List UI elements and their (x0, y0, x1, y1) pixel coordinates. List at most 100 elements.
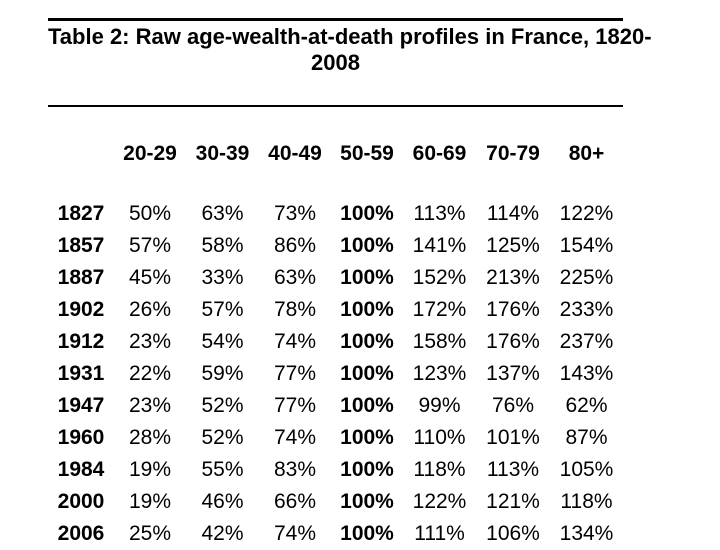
top-rule (48, 18, 623, 21)
value-cell: 152% (412, 266, 467, 289)
year-cell: 1857 (57, 234, 105, 257)
table-body: 1827 50% 63% 73% 100% 113% 114% 122% 185… (48, 198, 623, 550)
value-cell: 33% (201, 266, 244, 289)
value-cell: 78% (273, 298, 317, 321)
value-cell: 225% (559, 266, 614, 289)
value-cell: 63% (201, 202, 244, 225)
value-cell: 158% (412, 330, 467, 353)
value-cell: 176% (486, 298, 540, 321)
value-cell: 143% (559, 362, 614, 385)
value-cell: 77% (273, 362, 317, 385)
value-cell: 19% (128, 490, 172, 513)
header-row: 20-29 30-39 40-49 50-59 60-69 70-79 80+ (48, 138, 623, 170)
value-cell: 59% (201, 362, 244, 385)
table-row: 1984 19% 55% 83% 100% 118% 113% 105% (48, 454, 623, 486)
value-cell: 105% (559, 458, 614, 481)
table-row: 1947 23% 52% 77% 100% 99% 76% 62% (48, 390, 623, 422)
value-cell: 55% (201, 458, 244, 481)
value-cell: 100% (340, 266, 394, 289)
column-header-20-29: 20-29 (123, 142, 177, 165)
year-cell: 1984 (57, 458, 105, 481)
column-header-50-59: 50-59 (340, 142, 394, 165)
value-cell: 122% (559, 202, 614, 225)
value-cell: 100% (340, 426, 394, 449)
value-cell: 76% (491, 394, 535, 417)
table-row: 1960 28% 52% 74% 100% 110% 101% 87% (48, 422, 623, 454)
value-cell: 46% (201, 490, 244, 513)
value-cell: 125% (486, 234, 540, 257)
corner-cell (48, 138, 114, 170)
value-cell: 100% (340, 330, 394, 353)
value-cell: 54% (201, 330, 244, 353)
value-cell: 213% (486, 266, 540, 289)
table-row: 1887 45% 33% 63% 100% 152% 213% 225% (48, 262, 623, 294)
value-cell: 23% (128, 394, 172, 417)
table-row: 1827 50% 63% 73% 100% 113% 114% 122% (48, 198, 623, 230)
column-header-70-79: 70-79 (486, 142, 540, 165)
value-cell: 74% (273, 522, 317, 545)
column-header-30-39: 30-39 (195, 142, 250, 165)
value-cell: 113% (486, 458, 540, 481)
value-cell: 22% (128, 362, 172, 385)
table-row: 1902 26% 57% 78% 100% 172% 176% 233% (48, 294, 623, 326)
value-cell: 121% (486, 490, 540, 513)
value-cell: 26% (128, 298, 172, 321)
year-cell: 1902 (57, 298, 105, 321)
value-cell: 100% (340, 234, 394, 257)
column-header-40-49: 40-49 (268, 142, 322, 165)
value-cell: 100% (340, 202, 394, 225)
value-cell: 106% (486, 522, 540, 545)
table-title-line1: Table 2: Raw age-wealth-at-death profile… (48, 24, 652, 49)
value-cell: 52% (201, 426, 244, 449)
table-title-line2: 2008 (311, 50, 360, 75)
value-cell: 233% (559, 298, 614, 321)
year-cell: 1827 (57, 202, 105, 225)
value-cell: 100% (340, 394, 394, 417)
value-cell: 57% (201, 298, 244, 321)
value-cell: 100% (340, 490, 394, 513)
value-cell: 114% (486, 202, 540, 225)
value-cell: 83% (273, 458, 317, 481)
value-cell: 122% (412, 490, 467, 513)
value-cell: 118% (413, 458, 466, 481)
value-cell: 87% (565, 426, 608, 449)
value-cell: 176% (486, 330, 540, 353)
value-cell: 52% (201, 394, 244, 417)
value-cell: 110% (413, 426, 466, 449)
value-cell: 74% (273, 330, 317, 353)
value-cell: 28% (128, 426, 172, 449)
value-cell: 73% (273, 202, 317, 225)
value-cell: 100% (340, 362, 394, 385)
value-cell: 154% (559, 234, 614, 257)
value-cell: 45% (128, 266, 172, 289)
year-cell: 1887 (57, 266, 105, 289)
mid-rule (48, 105, 623, 107)
year-cell: 1960 (57, 426, 105, 449)
year-cell: 2006 (57, 522, 105, 545)
value-cell: 25% (128, 522, 172, 545)
table-row: 1857 57% 58% 86% 100% 141% 125% 154% (48, 230, 623, 262)
age-wealth-table: 20-29 30-39 40-49 50-59 60-69 70-79 80+ … (48, 138, 623, 550)
value-cell: 57% (128, 234, 172, 257)
value-cell: 141% (412, 234, 467, 257)
value-cell: 137% (486, 362, 540, 385)
value-cell: 62% (565, 394, 608, 417)
value-cell: 77% (273, 394, 317, 417)
table-row: 1931 22% 59% 77% 100% 123% 137% 143% (48, 358, 623, 390)
table-row: 2006 25% 42% 74% 100% 111% 106% 134% (48, 518, 623, 550)
value-cell: 123% (412, 362, 467, 385)
value-cell: 101% (486, 426, 540, 449)
year-cell: 1947 (57, 394, 105, 417)
table-row: 1912 23% 54% 74% 100% 158% 176% 237% (48, 326, 623, 358)
value-cell: 118% (560, 490, 613, 513)
year-cell: 1931 (57, 362, 105, 385)
value-cell: 42% (201, 522, 244, 545)
value-cell: 23% (128, 330, 172, 353)
value-cell: 66% (273, 490, 317, 513)
value-cell: 111% (414, 522, 465, 545)
value-cell: 100% (340, 458, 394, 481)
column-header-80plus: 80+ (568, 142, 605, 165)
table-row: 2000 19% 46% 66% 100% 122% 121% 118% (48, 486, 623, 518)
value-cell: 100% (340, 522, 394, 545)
column-header-60-69: 60-69 (412, 142, 467, 165)
